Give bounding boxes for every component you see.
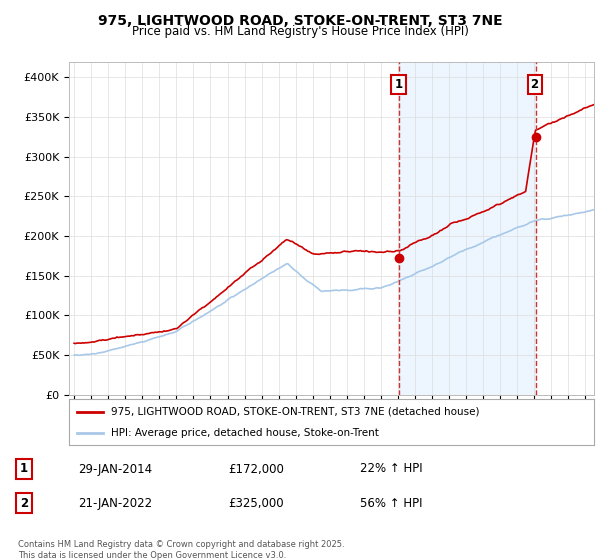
Text: £172,000: £172,000 [228,463,284,475]
Bar [400,62,536,395]
Text: 29-JAN-2014: 29-JAN-2014 [78,463,152,475]
Text: 56% ↑ HPI: 56% ↑ HPI [360,497,422,510]
Text: 975, LIGHTWOOD ROAD, STOKE-ON-TRENT, ST3 7NE: 975, LIGHTWOOD ROAD, STOKE-ON-TRENT, ST3… [98,14,502,28]
Text: 2: 2 [530,78,539,91]
Text: 1: 1 [394,78,403,91]
Text: Price paid vs. HM Land Registry's House Price Index (HPI): Price paid vs. HM Land Registry's House … [131,25,469,38]
Text: 21-JAN-2022: 21-JAN-2022 [78,497,152,510]
Text: HPI: Average price, detached house, Stoke-on-Trent: HPI: Average price, detached house, Stok… [111,428,379,438]
Text: 2: 2 [20,497,28,510]
Text: £325,000: £325,000 [228,497,284,510]
Text: 22% ↑ HPI: 22% ↑ HPI [360,463,422,475]
Text: 975, LIGHTWOOD ROAD, STOKE-ON-TRENT, ST3 7NE (detached house): 975, LIGHTWOOD ROAD, STOKE-ON-TRENT, ST3… [111,407,479,417]
Text: 1: 1 [20,463,28,475]
Text: Contains HM Land Registry data © Crown copyright and database right 2025.
This d: Contains HM Land Registry data © Crown c… [18,540,344,560]
